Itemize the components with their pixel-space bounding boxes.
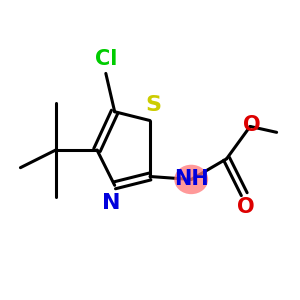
Text: Cl: Cl — [94, 49, 117, 69]
Text: O: O — [237, 197, 254, 217]
Ellipse shape — [174, 165, 208, 194]
Text: NH: NH — [174, 169, 208, 189]
Text: S: S — [145, 95, 161, 115]
Text: O: O — [243, 115, 260, 135]
Text: N: N — [103, 193, 121, 213]
